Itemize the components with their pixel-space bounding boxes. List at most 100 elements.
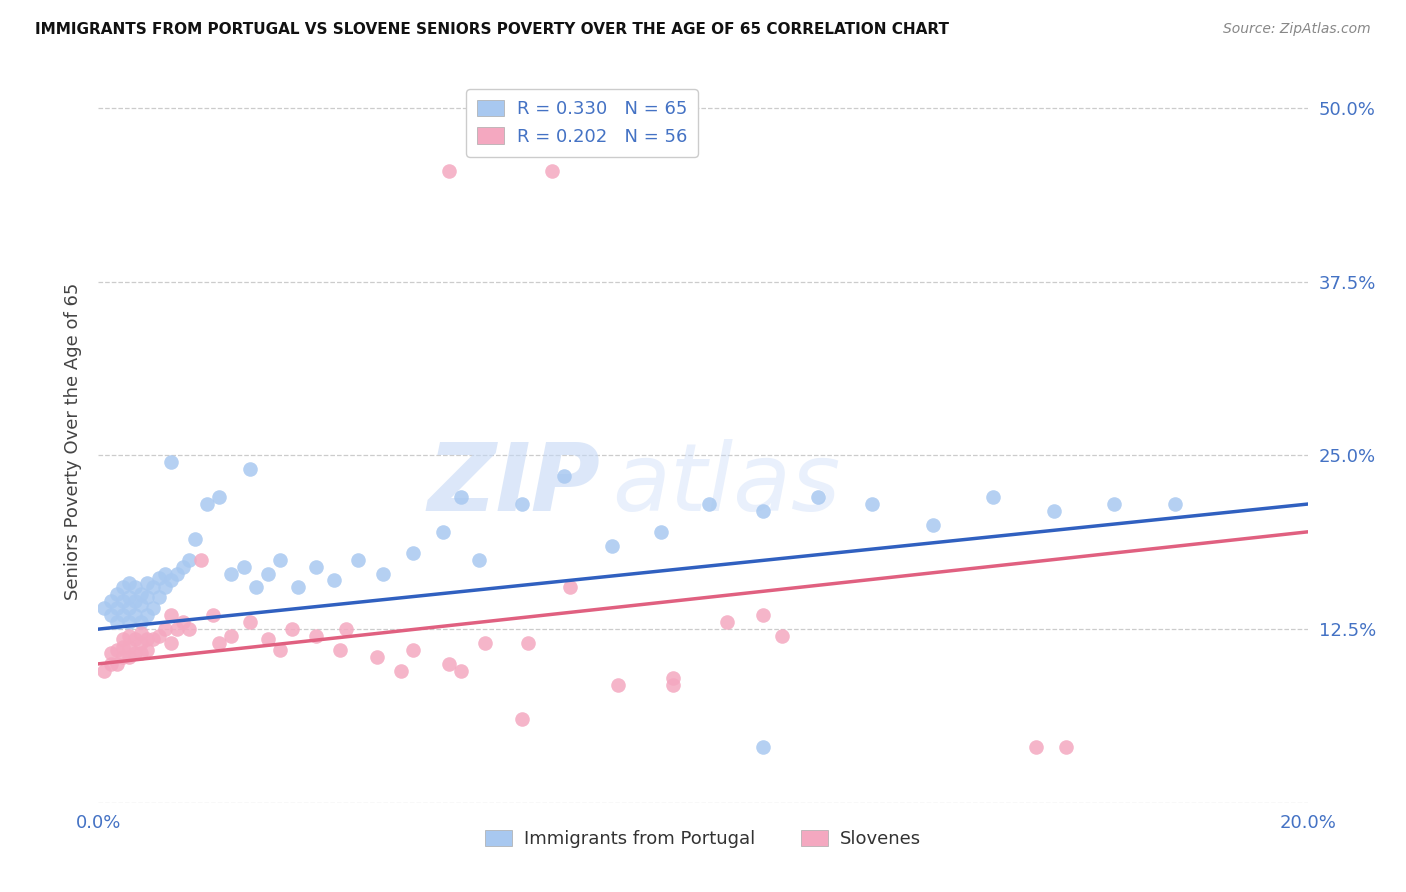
Point bbox=[153, 622, 176, 636]
Point bbox=[1024, 740, 1046, 755]
Point bbox=[111, 640, 134, 655]
Point bbox=[148, 590, 170, 604]
Point bbox=[118, 649, 141, 664]
Legend: Immigrants from Portugal, Slovenes: Immigrants from Portugal, Slovenes bbox=[474, 819, 932, 859]
Point bbox=[269, 643, 291, 657]
Point bbox=[100, 646, 122, 660]
Point bbox=[184, 532, 207, 546]
Point bbox=[111, 632, 134, 646]
Y-axis label: Seniors Poverty Over the Age of 65: Seniors Poverty Over the Age of 65 bbox=[63, 283, 82, 600]
Point bbox=[166, 622, 188, 636]
Point bbox=[335, 622, 357, 636]
Point bbox=[135, 576, 157, 591]
Point bbox=[1054, 740, 1077, 755]
Text: IMMIGRANTS FROM PORTUGAL VS SLOVENE SENIORS POVERTY OVER THE AGE OF 65 CORRELATI: IMMIGRANTS FROM PORTUGAL VS SLOVENE SENI… bbox=[35, 22, 949, 37]
Point bbox=[124, 608, 146, 623]
Point bbox=[124, 646, 146, 660]
Point bbox=[160, 636, 183, 650]
Point bbox=[389, 664, 412, 678]
Point bbox=[752, 608, 775, 623]
Point bbox=[305, 629, 328, 643]
Point bbox=[142, 632, 165, 646]
Point bbox=[981, 490, 1004, 504]
Point bbox=[208, 636, 231, 650]
Point bbox=[135, 590, 157, 604]
Point bbox=[540, 163, 562, 178]
Point bbox=[366, 649, 388, 664]
Point bbox=[160, 608, 183, 623]
Point bbox=[432, 524, 454, 539]
Point bbox=[437, 657, 460, 671]
Point bbox=[118, 576, 141, 591]
Point bbox=[100, 594, 122, 608]
Point bbox=[221, 629, 243, 643]
Point bbox=[111, 594, 134, 608]
Point bbox=[118, 640, 141, 655]
Point bbox=[195, 497, 218, 511]
Point bbox=[135, 608, 157, 623]
Point bbox=[602, 539, 624, 553]
Point bbox=[1163, 497, 1185, 511]
Point bbox=[516, 636, 538, 650]
Point bbox=[371, 566, 394, 581]
Point bbox=[105, 587, 128, 601]
Point bbox=[100, 657, 122, 671]
Text: Source: ZipAtlas.com: Source: ZipAtlas.com bbox=[1223, 22, 1371, 37]
Point bbox=[305, 559, 328, 574]
Point bbox=[93, 664, 115, 678]
Point bbox=[129, 587, 152, 601]
Point bbox=[172, 559, 194, 574]
Point bbox=[100, 608, 122, 623]
Point bbox=[752, 504, 775, 518]
Point bbox=[402, 643, 425, 657]
Point bbox=[1102, 497, 1125, 511]
Point bbox=[661, 678, 683, 692]
Point bbox=[921, 517, 943, 532]
Point bbox=[437, 163, 460, 178]
Point bbox=[160, 455, 183, 469]
Point bbox=[347, 552, 370, 566]
Point bbox=[474, 636, 496, 650]
Point bbox=[105, 615, 128, 630]
Point bbox=[129, 615, 152, 630]
Point bbox=[239, 462, 262, 476]
Point bbox=[148, 629, 170, 643]
Point bbox=[208, 490, 231, 504]
Point bbox=[752, 740, 775, 755]
Point bbox=[281, 622, 304, 636]
Point bbox=[661, 671, 683, 685]
Point bbox=[135, 643, 157, 657]
Point bbox=[124, 581, 146, 595]
Point bbox=[770, 629, 793, 643]
Point bbox=[105, 643, 128, 657]
Point bbox=[402, 546, 425, 560]
Point bbox=[510, 497, 533, 511]
Point bbox=[232, 559, 254, 574]
Point bbox=[172, 615, 194, 630]
Point bbox=[93, 601, 115, 615]
Point bbox=[553, 469, 575, 483]
Point bbox=[118, 615, 141, 630]
Point bbox=[558, 581, 581, 595]
Point bbox=[468, 552, 491, 566]
Point bbox=[245, 581, 267, 595]
Point bbox=[111, 581, 134, 595]
Point bbox=[160, 574, 183, 588]
Point bbox=[697, 497, 720, 511]
Point bbox=[329, 643, 352, 657]
Point bbox=[860, 497, 883, 511]
Point bbox=[287, 581, 309, 595]
Point bbox=[269, 552, 291, 566]
Point bbox=[124, 632, 146, 646]
Point bbox=[716, 615, 738, 630]
Point bbox=[148, 571, 170, 585]
Point bbox=[256, 632, 278, 646]
Point bbox=[105, 657, 128, 671]
Point bbox=[111, 608, 134, 623]
Point bbox=[166, 566, 188, 581]
Point bbox=[221, 566, 243, 581]
Point bbox=[1042, 504, 1064, 518]
Point bbox=[153, 581, 176, 595]
Text: atlas: atlas bbox=[613, 440, 841, 531]
Point bbox=[129, 636, 152, 650]
